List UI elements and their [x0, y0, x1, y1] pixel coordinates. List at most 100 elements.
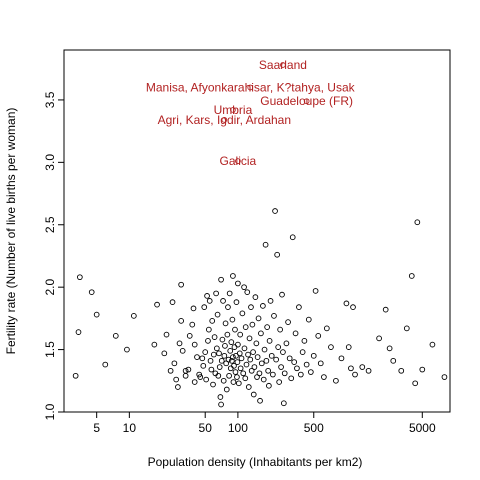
data-point	[268, 352, 275, 359]
data-point	[207, 357, 214, 364]
data-point	[216, 350, 222, 357]
annotation-label: Agri, Kars, Igdir, Ardahan	[158, 113, 291, 127]
data-point	[408, 273, 415, 279]
data-point	[248, 367, 255, 374]
data-point	[211, 334, 218, 340]
data-point	[303, 361, 310, 368]
data-point	[176, 340, 183, 347]
x-tick-label: 5	[93, 421, 100, 435]
data-point	[307, 369, 314, 375]
data-point	[382, 306, 389, 313]
data-point	[173, 376, 180, 383]
data-point	[270, 371, 276, 378]
data-point	[228, 339, 235, 345]
data-point	[72, 372, 79, 379]
data-point	[262, 241, 269, 248]
data-point	[289, 234, 296, 241]
annotated-point	[230, 107, 236, 113]
data-point	[338, 355, 345, 362]
data-point	[271, 313, 277, 319]
data-point	[225, 304, 231, 310]
data-point	[151, 341, 158, 348]
data-point	[227, 365, 234, 372]
data-point	[161, 350, 168, 357]
data-point	[321, 374, 327, 380]
data-point	[186, 333, 193, 339]
data-point	[209, 318, 216, 324]
data-point	[171, 360, 178, 367]
data-point	[236, 350, 243, 357]
annotation-label: Guadeloupe (FR)	[260, 94, 353, 108]
data-point	[241, 345, 248, 352]
data-point	[242, 324, 249, 330]
data-point	[305, 316, 312, 323]
data-point	[241, 284, 247, 291]
data-point	[205, 326, 212, 333]
data-point	[312, 288, 319, 294]
data-point	[210, 381, 216, 388]
y-tick-label: 3.5	[43, 91, 57, 108]
data-point	[264, 324, 270, 330]
data-point	[235, 380, 242, 387]
data-point	[178, 281, 184, 288]
x-tick-label: 500	[304, 421, 324, 435]
x-tick-label: 5000	[409, 421, 436, 435]
data-point	[245, 351, 251, 358]
data-point	[265, 367, 271, 374]
data-point	[182, 372, 189, 379]
data-point	[419, 366, 426, 373]
data-point	[255, 315, 262, 322]
data-point	[299, 349, 306, 355]
x-axis-label: Population density (Inhabitants per km2)	[148, 455, 363, 469]
data-point	[215, 372, 222, 379]
data-point	[218, 357, 225, 364]
data-point	[88, 289, 95, 296]
data-point	[93, 311, 100, 318]
data-point	[285, 319, 291, 325]
data-point	[130, 313, 137, 319]
data-point	[154, 301, 160, 308]
data-point	[204, 293, 210, 299]
data-point	[359, 364, 366, 370]
data-point	[343, 300, 350, 307]
annotation-label: Saarland	[259, 58, 307, 72]
data-point	[178, 318, 184, 324]
data-point	[258, 330, 264, 337]
data-point	[214, 311, 221, 318]
data-point	[194, 354, 200, 360]
data-point	[390, 357, 397, 364]
y-tick-label: 1.0	[43, 403, 57, 420]
data-point	[167, 367, 174, 374]
annotation-label: Galicia	[220, 154, 257, 168]
plot-frame	[63, 49, 451, 413]
data-point	[412, 380, 419, 387]
data-point	[225, 356, 232, 363]
data-point	[175, 384, 181, 390]
y-axis-label: Fertility rate (Number of live births pe…	[4, 108, 18, 355]
data-point	[277, 326, 283, 333]
data-point	[296, 304, 302, 310]
data-point	[254, 354, 261, 360]
data-point	[345, 344, 352, 350]
data-point	[229, 316, 236, 323]
data-point	[232, 369, 239, 375]
data-point	[251, 364, 258, 370]
data-point	[247, 356, 254, 363]
data-point	[220, 298, 226, 304]
data-point	[231, 362, 237, 369]
data-point	[350, 304, 356, 310]
y-tick-label: 3.0	[43, 154, 57, 171]
data-point	[291, 359, 298, 365]
data-point	[257, 397, 263, 404]
data-point	[242, 375, 249, 382]
data-point	[238, 355, 245, 362]
data-point	[230, 273, 236, 279]
data-point	[124, 346, 130, 353]
data-point	[348, 365, 354, 372]
data-point	[260, 376, 267, 383]
data-point	[365, 367, 372, 374]
data-point	[240, 370, 247, 377]
data-point	[221, 352, 228, 359]
data-point	[218, 276, 224, 283]
